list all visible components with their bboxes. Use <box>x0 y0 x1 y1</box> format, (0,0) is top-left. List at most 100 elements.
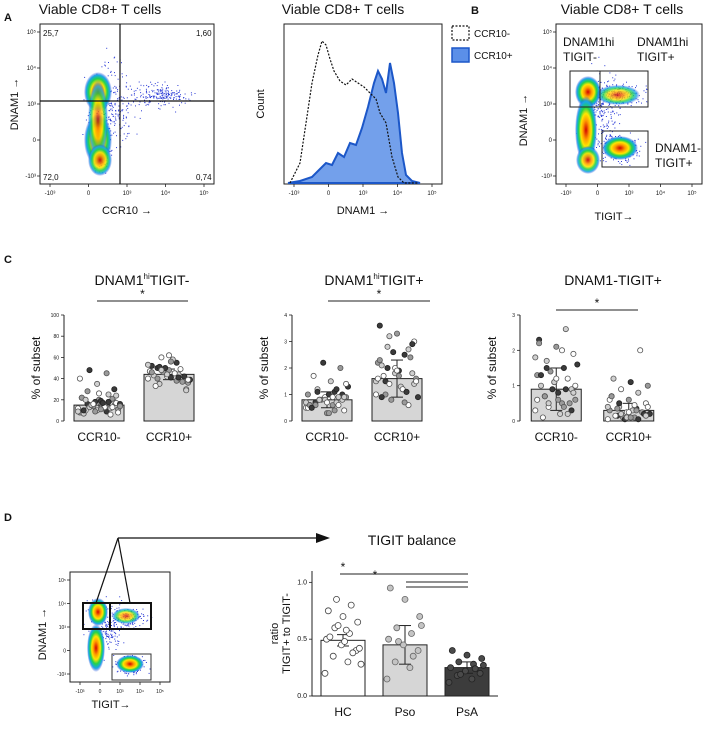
event-dot <box>636 85 637 87</box>
event-dot <box>165 93 167 95</box>
x-tick-label: 10³ <box>625 191 634 197</box>
data-point <box>144 361 151 368</box>
event-dot <box>614 78 616 80</box>
data-point <box>562 386 569 393</box>
event-dot <box>154 92 156 94</box>
x-tick-label: 10⁴ <box>161 190 171 197</box>
data-point <box>378 362 385 369</box>
data-point <box>566 400 573 407</box>
event-dot <box>604 156 606 158</box>
event-dot <box>598 101 600 103</box>
event-dot <box>149 95 151 97</box>
y-tick-label: 10³ <box>27 102 36 108</box>
event-dot <box>605 136 607 138</box>
event-dot <box>608 104 610 106</box>
data-point <box>408 630 415 637</box>
event-dot <box>123 97 125 99</box>
event-dot <box>115 113 117 115</box>
event-dot <box>106 634 108 636</box>
data-point <box>463 651 471 659</box>
event-dot <box>616 84 618 86</box>
data-point <box>308 404 315 411</box>
event-dot <box>610 116 612 118</box>
event-dot <box>101 66 103 68</box>
event-dot <box>153 96 155 98</box>
event-dot <box>106 633 108 635</box>
event-dot <box>144 101 146 103</box>
panel-c-chart-dnam1hi-tigit-neg: DNAM1hiTIGIT- 0 20 40 60 80 100 % of subset CCR1… <box>29 272 195 444</box>
data-point <box>614 405 621 412</box>
event-dot <box>146 620 148 622</box>
event-dot <box>113 623 115 625</box>
event-dot <box>120 627 122 628</box>
data-point <box>560 364 567 371</box>
event-dot <box>621 161 622 162</box>
event-dot <box>598 133 599 135</box>
event-dot <box>601 109 603 111</box>
event-dot <box>131 623 133 625</box>
event-dot <box>171 94 173 96</box>
data-point <box>158 367 165 374</box>
event-dot <box>108 648 110 650</box>
x-category-label: CCR10+ <box>146 430 192 444</box>
event-dot <box>162 96 164 98</box>
paneld-xlabel: TIGIT→ <box>91 699 130 711</box>
data-point <box>416 613 424 620</box>
data-point <box>376 322 383 329</box>
y-axis-label-line1: ratio <box>269 623 281 644</box>
event-dot <box>601 105 603 107</box>
gate-label-line: TIGIT+ <box>637 50 675 64</box>
data-point <box>409 341 416 348</box>
event-dot <box>110 105 111 107</box>
y-tick-label: 0 <box>56 419 59 425</box>
event-dot <box>636 155 638 157</box>
event-dot <box>104 64 106 66</box>
event-dot <box>173 99 174 100</box>
event-dot <box>163 104 165 106</box>
event-dot <box>117 626 118 628</box>
data-point <box>333 596 340 603</box>
data-point <box>618 386 625 393</box>
event-dot <box>164 90 166 92</box>
event-dot <box>108 119 110 120</box>
event-dot <box>121 126 123 128</box>
event-dot <box>111 154 113 156</box>
event-dot <box>111 635 112 637</box>
event-dot <box>185 98 187 100</box>
event-dot <box>626 162 628 163</box>
x-tick-label: 10³ <box>359 191 368 197</box>
data-point <box>372 391 379 398</box>
data-point <box>539 414 546 421</box>
data-point <box>555 396 562 403</box>
event-dot <box>606 123 608 125</box>
event-dot <box>113 624 115 626</box>
event-dot <box>119 604 121 606</box>
hist-ccr10-pos-curve <box>287 62 421 184</box>
data-point <box>644 382 651 389</box>
data-point <box>555 389 562 396</box>
event-dot <box>166 92 168 94</box>
data-point <box>76 375 83 382</box>
event-dot <box>140 96 142 98</box>
event-dot <box>151 96 152 97</box>
event-dot <box>107 633 109 635</box>
event-dot <box>127 88 129 90</box>
event-dot <box>85 119 87 121</box>
data-point <box>144 375 151 382</box>
event-dot <box>165 95 167 97</box>
event-dot <box>596 138 598 140</box>
event-dot <box>128 126 130 128</box>
x-category-label: CCR10- <box>77 430 120 444</box>
dotplot-scatter <box>82 47 196 176</box>
event-dot <box>112 666 114 668</box>
event-dot <box>107 67 109 69</box>
event-dot <box>136 133 138 135</box>
event-dot <box>111 625 112 626</box>
data-point <box>538 372 545 379</box>
event-dot <box>105 621 106 623</box>
data-point <box>335 402 342 409</box>
x-tick-label: 0 <box>87 191 91 197</box>
event-dot <box>169 96 171 98</box>
data-point <box>572 396 579 403</box>
event-dot <box>83 99 85 101</box>
